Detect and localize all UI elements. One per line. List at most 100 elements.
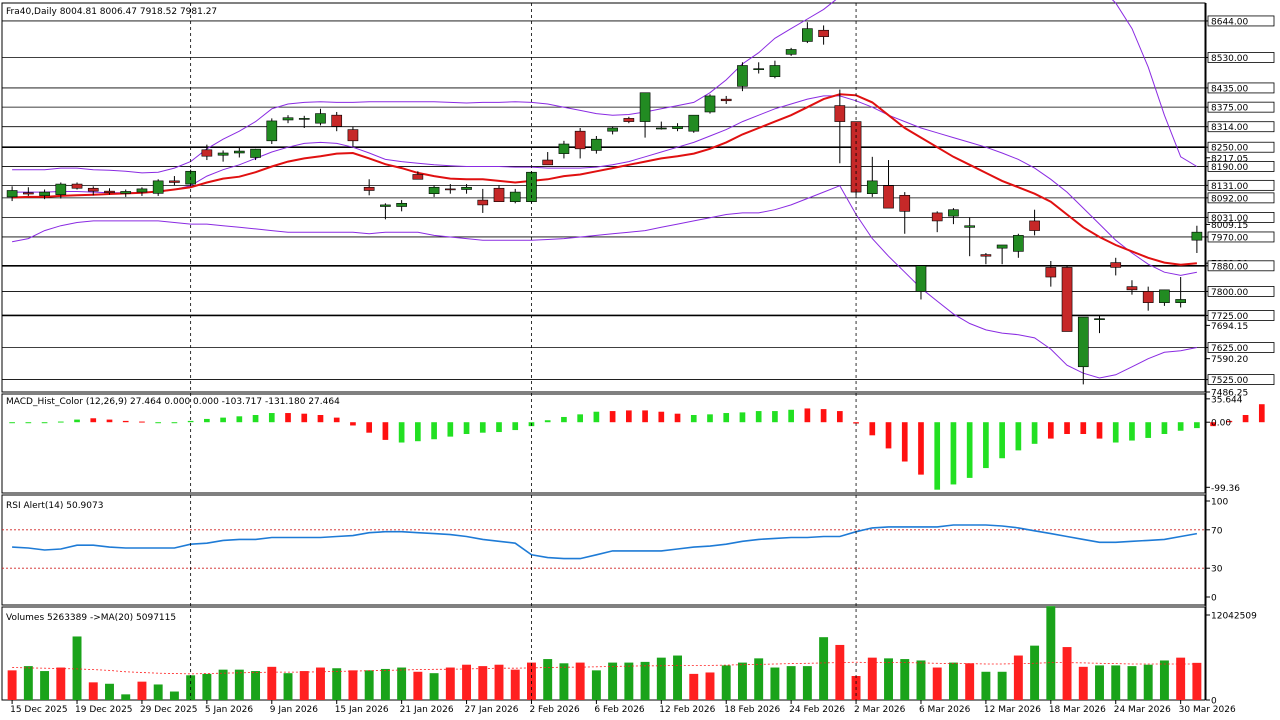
candle[interactable] <box>152 180 164 194</box>
candle[interactable] <box>396 203 407 207</box>
candle[interactable] <box>1142 291 1154 303</box>
candle[interactable] <box>331 114 343 127</box>
date-axis: 15 Dec 2025 19 Dec 2025 29 Dec 2025 5 Jan 2… <box>10 700 1236 715</box>
candle[interactable] <box>461 186 472 190</box>
candle[interactable] <box>120 191 132 194</box>
rsi-tick-label: 100 <box>1211 498 1228 508</box>
candle[interactable] <box>542 159 554 166</box>
candle[interactable] <box>558 143 570 154</box>
volume-bar <box>445 667 455 700</box>
price-tick-label: 8250.00 <box>1211 144 1248 154</box>
candle[interactable] <box>55 183 67 195</box>
candle[interactable] <box>996 244 1008 249</box>
macd-bar <box>122 420 129 423</box>
candle[interactable] <box>1175 299 1186 303</box>
candle[interactable] <box>136 188 148 193</box>
rsi-pane[interactable]: 100 70 30 0 <box>1 494 1228 606</box>
candle[interactable] <box>883 185 894 209</box>
volume-bar <box>88 682 98 700</box>
candle[interactable] <box>444 188 456 191</box>
candle[interactable] <box>607 127 618 132</box>
candle[interactable] <box>347 129 359 142</box>
candle[interactable] <box>785 49 797 55</box>
candle[interactable] <box>753 68 765 71</box>
candle[interactable] <box>623 118 635 122</box>
candle[interactable] <box>591 138 602 151</box>
candle[interactable] <box>266 120 278 142</box>
candle[interactable] <box>639 92 651 122</box>
candle[interactable] <box>1126 286 1138 291</box>
candle[interactable] <box>363 186 375 191</box>
volume-bar <box>835 644 845 700</box>
candle[interactable] <box>769 65 781 78</box>
candle[interactable] <box>574 130 586 150</box>
candle[interactable] <box>509 191 521 203</box>
candle[interactable] <box>1029 220 1040 231</box>
price-tick-label: 7800.00 <box>1211 288 1248 298</box>
candle[interactable] <box>250 148 261 158</box>
volume-bar <box>1111 665 1121 700</box>
candle[interactable] <box>1110 262 1122 268</box>
volume-bar <box>7 670 17 700</box>
volume-bar <box>624 662 634 700</box>
volume-bar <box>478 666 488 700</box>
candle[interactable] <box>201 149 213 157</box>
candle[interactable] <box>412 174 424 180</box>
candle[interactable] <box>737 65 748 87</box>
macd-pane[interactable]: 35.644 0.00 -99.36 <box>1 393 1265 494</box>
price-pane[interactable]: 8644.00 8530.00 8435.00 8375.00 8314.00 8250.… <box>1 0 1275 399</box>
candle[interactable] <box>931 212 943 222</box>
candle[interactable] <box>980 254 992 257</box>
candle[interactable] <box>1159 289 1170 303</box>
candle[interactable] <box>672 126 683 129</box>
candle[interactable] <box>802 28 813 42</box>
candle[interactable] <box>477 199 489 206</box>
candle[interactable] <box>915 265 927 292</box>
price-tick-label: 7725.00 <box>1211 312 1248 322</box>
candle[interactable] <box>688 114 700 132</box>
candle[interactable] <box>720 98 732 102</box>
candle[interactable] <box>1061 267 1073 332</box>
candle[interactable] <box>493 187 505 203</box>
candle[interactable] <box>866 180 878 194</box>
macd-bar <box>1080 422 1087 434</box>
candle[interactable] <box>834 105 846 122</box>
price-tick-label: 8530.00 <box>1211 54 1248 64</box>
rsi-label: RSI Alert(14) 50.9073 <box>6 501 103 511</box>
volume-bar <box>819 637 829 700</box>
candle[interactable] <box>1094 318 1105 320</box>
macd-bar <box>204 418 210 423</box>
vol-frame <box>1 606 1206 701</box>
candle[interactable] <box>818 29 829 37</box>
volume-bar <box>251 671 261 700</box>
candle[interactable] <box>282 117 294 121</box>
candle[interactable] <box>899 194 911 212</box>
candle[interactable] <box>1013 235 1024 252</box>
volume-bar <box>916 660 926 700</box>
candle[interactable] <box>6 190 18 198</box>
candle[interactable] <box>948 209 959 217</box>
candle[interactable] <box>704 95 716 113</box>
price-tick-label: 8031.00 <box>1211 214 1248 224</box>
candle[interactable] <box>298 118 310 120</box>
candle[interactable] <box>315 113 326 124</box>
candle[interactable] <box>23 192 34 195</box>
candle[interactable] <box>428 186 440 194</box>
candle[interactable] <box>169 180 180 183</box>
candle[interactable] <box>964 225 976 228</box>
volume-bar <box>202 673 212 700</box>
candle[interactable] <box>233 150 245 154</box>
candle[interactable] <box>87 187 99 192</box>
candle[interactable] <box>1077 316 1089 368</box>
candle[interactable] <box>217 152 229 156</box>
candle[interactable] <box>850 121 862 193</box>
candle[interactable] <box>380 204 391 207</box>
candle[interactable] <box>71 183 83 189</box>
volume-bar <box>559 663 569 700</box>
candle[interactable] <box>1045 267 1057 278</box>
candle[interactable] <box>104 190 115 194</box>
candle[interactable] <box>655 127 667 130</box>
candle[interactable] <box>39 191 50 196</box>
candle[interactable] <box>1191 231 1203 241</box>
